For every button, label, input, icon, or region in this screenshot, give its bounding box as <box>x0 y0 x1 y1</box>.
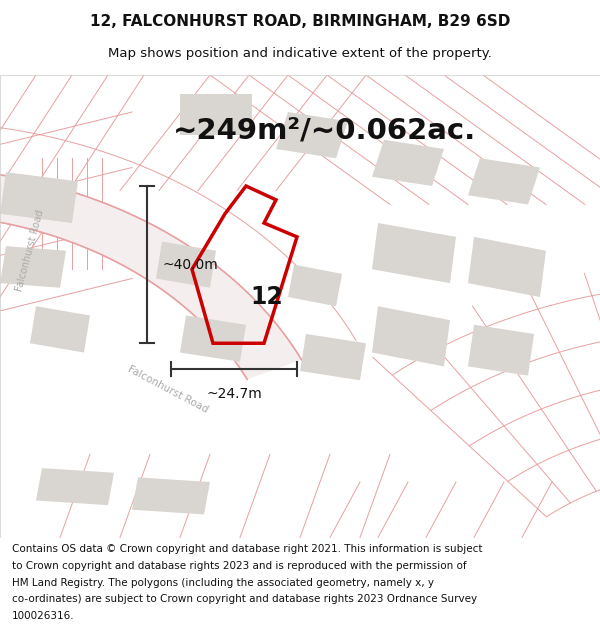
Polygon shape <box>372 306 450 366</box>
Polygon shape <box>156 241 216 288</box>
Polygon shape <box>30 306 90 352</box>
Text: Falconhurst Road: Falconhurst Road <box>126 364 210 415</box>
Polygon shape <box>468 325 534 376</box>
Text: 12: 12 <box>251 285 283 309</box>
Text: Contains OS data © Crown copyright and database right 2021. This information is : Contains OS data © Crown copyright and d… <box>12 544 482 554</box>
Text: to Crown copyright and database rights 2023 and is reproduced with the permissio: to Crown copyright and database rights 2… <box>12 561 467 571</box>
Polygon shape <box>468 237 546 297</box>
Polygon shape <box>132 478 210 514</box>
Text: ~24.7m: ~24.7m <box>206 387 262 401</box>
Polygon shape <box>0 172 78 223</box>
Text: co-ordinates) are subject to Crown copyright and database rights 2023 Ordnance S: co-ordinates) are subject to Crown copyr… <box>12 594 477 604</box>
Polygon shape <box>372 140 444 186</box>
Text: 12, FALCONHURST ROAD, BIRMINGHAM, B29 6SD: 12, FALCONHURST ROAD, BIRMINGHAM, B29 6S… <box>90 14 510 29</box>
Text: Falconhurst Road: Falconhurst Road <box>14 209 46 292</box>
Polygon shape <box>300 334 366 380</box>
Text: ~40.0m: ~40.0m <box>162 258 218 272</box>
Polygon shape <box>468 158 540 204</box>
Text: Map shows position and indicative extent of the property.: Map shows position and indicative extent… <box>108 48 492 61</box>
Polygon shape <box>180 316 246 362</box>
Text: HM Land Registry. The polygons (including the associated geometry, namely x, y: HM Land Registry. The polygons (includin… <box>12 578 434 587</box>
PathPatch shape <box>0 173 302 379</box>
Polygon shape <box>0 246 66 288</box>
Text: 100026316.: 100026316. <box>12 611 74 621</box>
Text: ~249m²/~0.062ac.: ~249m²/~0.062ac. <box>172 116 476 144</box>
Polygon shape <box>372 223 456 283</box>
Polygon shape <box>276 112 348 158</box>
Polygon shape <box>180 94 252 135</box>
Polygon shape <box>288 264 342 306</box>
Polygon shape <box>36 468 114 505</box>
